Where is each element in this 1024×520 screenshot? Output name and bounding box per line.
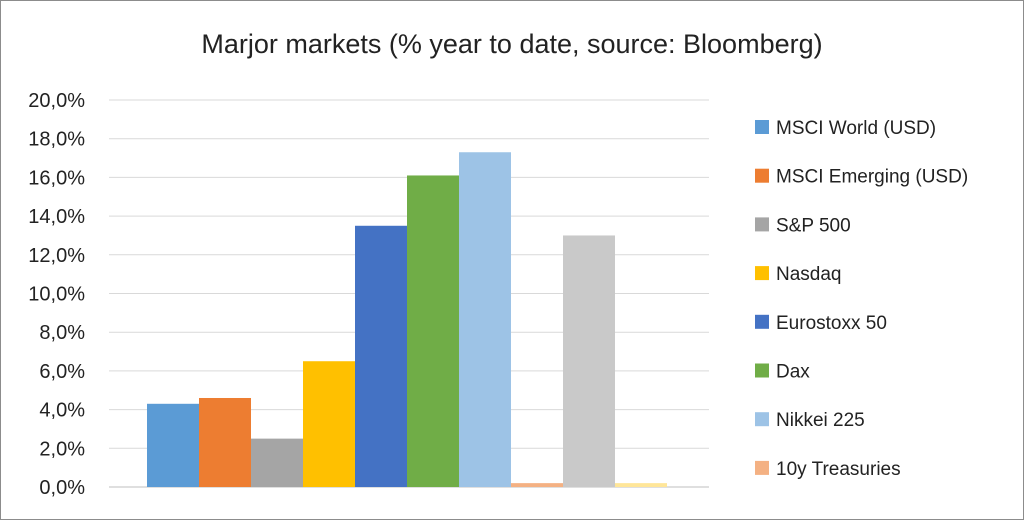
bar-msci-emerging-usd <box>199 397 251 487</box>
y-tick-label: 16,0% <box>28 167 85 189</box>
y-tick-label: 12,0% <box>28 245 85 267</box>
legend-label: Nasdaq <box>776 264 842 285</box>
bar-nasdaq <box>303 361 355 487</box>
y-tick-label: 18,0% <box>28 129 85 151</box>
y-tick-label: 8,0% <box>39 322 85 344</box>
bar-layer <box>147 152 667 487</box>
legend-swatch <box>755 120 769 134</box>
y-tick-label: 2,0% <box>39 438 85 460</box>
bar-unlabeled-8 <box>563 235 615 487</box>
bar-msci-world-usd <box>147 403 199 487</box>
legend-swatch <box>755 314 769 329</box>
bar-nikkei-225 <box>459 152 511 487</box>
chart-title: Marjor markets (% year to date, source: … <box>201 29 823 59</box>
legend-swatch <box>755 460 769 475</box>
bar-dax <box>407 175 459 487</box>
y-tick-label: 4,0% <box>39 400 85 422</box>
y-axis-ticks: 0,0% 2,0% 4,0% 6,0% 8,0% 10,0% 12,0% 14,0% 16,0%… <box>28 90 85 499</box>
y-tick-label: 20,0% <box>28 90 85 112</box>
y-tick-label: 10,0% <box>28 284 85 306</box>
legend-label: Nikkei 225 <box>776 410 865 431</box>
legend: MSCI World (USD) MSCI Emerging (USD) S&P 5… <box>755 118 968 480</box>
legend-label: Eurostoxx 50 <box>776 313 887 334</box>
legend-label: MSCI World (USD) <box>776 118 936 139</box>
legend-label: Dax <box>776 362 810 383</box>
legend-swatch <box>755 266 769 281</box>
legend-swatch <box>755 363 769 378</box>
legend-label: 10y Treasuries <box>776 459 901 480</box>
legend-swatch <box>755 412 769 427</box>
bar-unlabeled-9 <box>615 483 667 487</box>
legend-swatch <box>755 168 769 183</box>
y-tick-label: 0,0% <box>39 477 85 499</box>
bar-s-p-500 <box>251 438 303 487</box>
legend-swatch <box>755 217 769 232</box>
y-tick-label: 6,0% <box>39 361 85 383</box>
y-tick-label: 14,0% <box>28 206 85 228</box>
legend-label: MSCI Emerging (USD) <box>776 167 968 188</box>
legend-label: S&P 500 <box>776 215 851 236</box>
bar-10y-treasuries <box>511 483 563 487</box>
bar-eurostoxx-50 <box>355 225 407 487</box>
